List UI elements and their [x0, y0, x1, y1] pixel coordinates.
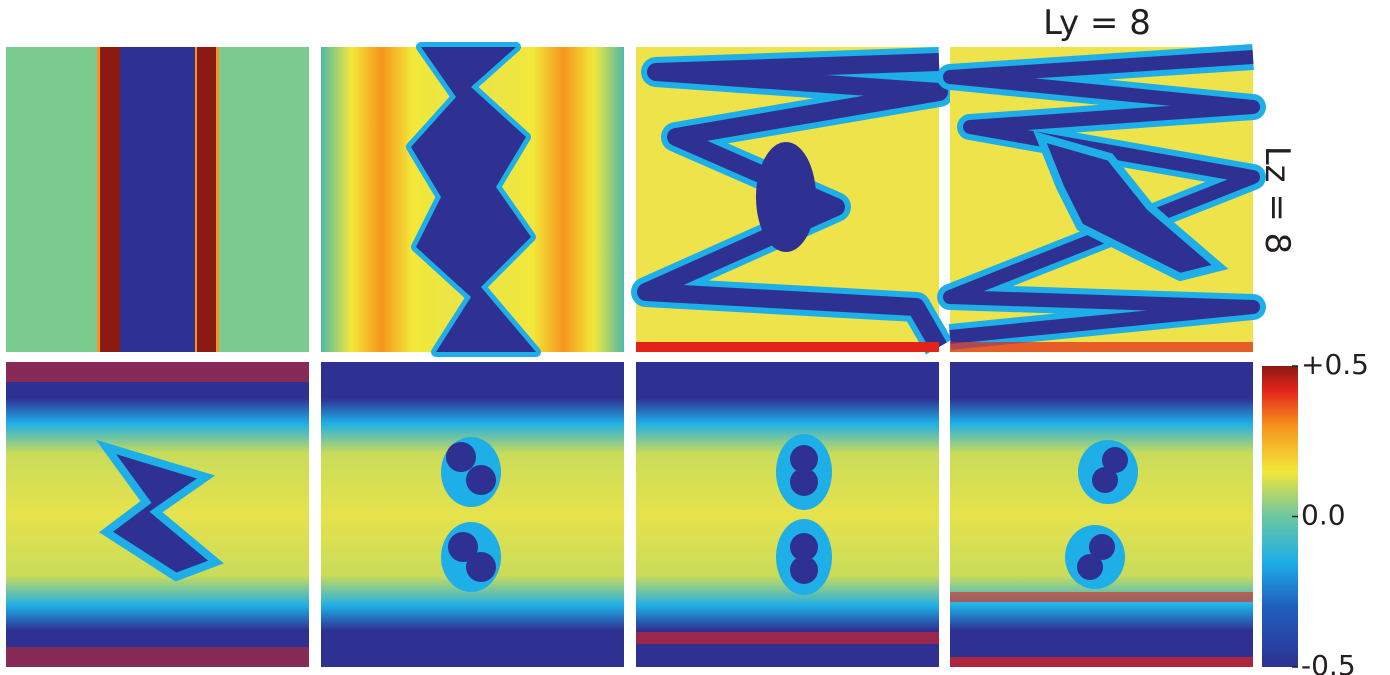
- colorbar-tick-label: 0.0: [1301, 499, 1346, 532]
- panel: [636, 362, 939, 667]
- figure: Ly = 8 Lz = 8: [0, 0, 1390, 675]
- panel: [950, 47, 1253, 352]
- panel: [6, 362, 309, 667]
- panel: [636, 47, 939, 352]
- right-label: Lz = 8: [1257, 146, 1297, 255]
- panel: [321, 362, 624, 667]
- colorbar-tick-label: +0.5: [1301, 348, 1369, 381]
- panel: [6, 47, 309, 352]
- top-label: Ly = 8: [1043, 3, 1151, 43]
- panel: [950, 362, 1253, 667]
- page: {"labels": {"top": "Ly = 8", "right": "L…: [0, 0, 1390, 675]
- panel: [321, 47, 624, 352]
- colorbar-tick-label: -0.5: [1301, 649, 1356, 675]
